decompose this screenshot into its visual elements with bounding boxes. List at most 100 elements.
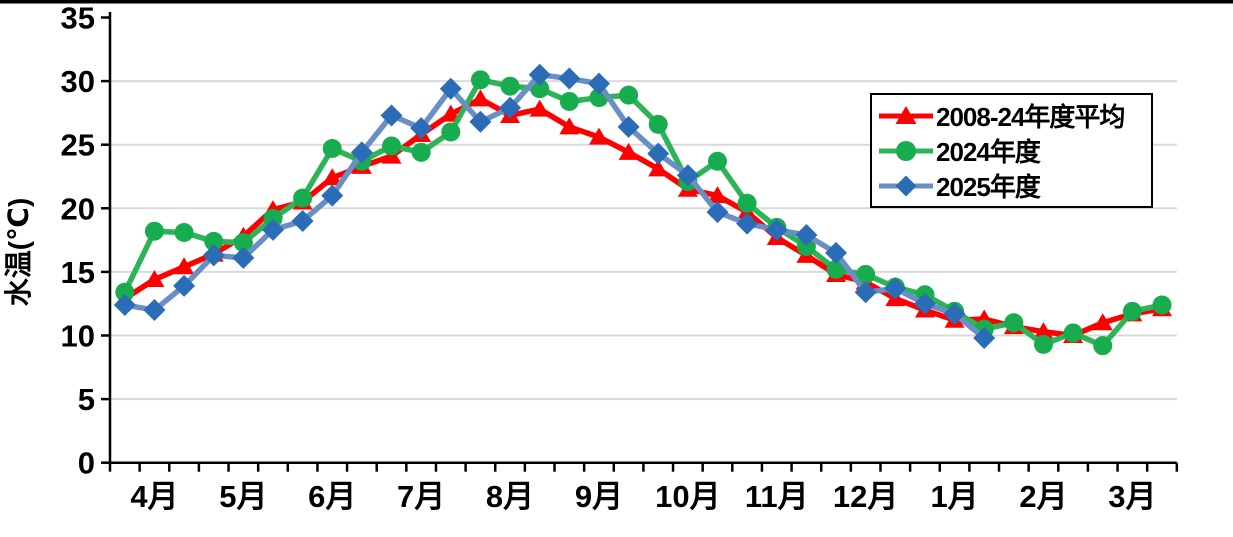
marker-triangle-avg bbox=[1092, 313, 1113, 331]
x-month-label: 3月 bbox=[1108, 479, 1156, 514]
legend-item-2025: 2025年度 bbox=[878, 169, 1147, 203]
y-tick-label-10: 10 bbox=[61, 319, 95, 354]
marker-diamond-2025 bbox=[706, 201, 729, 224]
marker-diamond-2025 bbox=[854, 281, 877, 304]
y-tick-label-15: 15 bbox=[61, 255, 95, 290]
legend-diamond-marker-icon bbox=[879, 175, 933, 196]
x-month-label: 9月 bbox=[575, 479, 623, 514]
marker-circle-2024 bbox=[826, 259, 846, 279]
marker-diamond-2025 bbox=[736, 212, 759, 235]
marker-diamond-2025 bbox=[587, 72, 610, 95]
marker-diamond-2025 bbox=[825, 241, 848, 264]
marker-diamond-2025 bbox=[113, 293, 136, 316]
marker-circle-2024 bbox=[648, 114, 668, 134]
marker-diamond-2025 bbox=[943, 302, 966, 325]
marker-circle-2024 bbox=[411, 142, 431, 162]
y-axis-title: 水温(℃) bbox=[3, 198, 34, 307]
marker-circle-2024 bbox=[796, 236, 816, 256]
marker-diamond-2025 bbox=[202, 244, 225, 267]
marker-circle-2024 bbox=[115, 282, 135, 302]
marker-diamond-2025 bbox=[173, 274, 196, 297]
x-month-label: 7月 bbox=[397, 479, 445, 514]
x-month-label: 8月 bbox=[486, 479, 534, 514]
x-month-label: 4月 bbox=[130, 479, 178, 514]
marker-diamond-2025 bbox=[410, 117, 433, 140]
marker-circle-2024 bbox=[263, 208, 283, 228]
marker-triangle-avg bbox=[618, 142, 639, 160]
marker-diamond-2025 bbox=[380, 104, 403, 127]
legend-item-average: 2008-24年度平均 bbox=[878, 99, 1147, 133]
marker-triangle-avg bbox=[559, 117, 580, 135]
marker-circle-2024 bbox=[470, 70, 490, 90]
chart-legend: 2008-24年度平均 2024年度 2025年度 bbox=[870, 93, 1153, 208]
marker-diamond-2025 bbox=[647, 142, 670, 165]
marker-triangle-avg bbox=[588, 127, 609, 145]
marker-triangle-avg bbox=[440, 104, 461, 122]
y-tick-label-20: 20 bbox=[61, 191, 95, 226]
marker-circle-2024 bbox=[619, 85, 639, 105]
marker-diamond-2025 bbox=[913, 292, 936, 315]
marker-circle-2024 bbox=[1152, 295, 1172, 315]
marker-diamond-2025 bbox=[558, 67, 581, 90]
marker-diamond-2025 bbox=[321, 184, 344, 207]
legend-label-average: 2008-24年度平均 bbox=[936, 102, 1125, 132]
marker-diamond-2025 bbox=[232, 246, 255, 269]
y-tick-label-35: 35 bbox=[61, 1, 95, 36]
marker-circle-2024 bbox=[144, 221, 164, 241]
marker-diamond-2025 bbox=[765, 218, 788, 241]
marker-circle-2024 bbox=[204, 231, 224, 251]
marker-diamond-2025 bbox=[499, 96, 522, 119]
marker-diamond-2025 bbox=[291, 210, 314, 233]
marker-diamond-2025 bbox=[795, 224, 818, 247]
x-month-label: 2月 bbox=[1019, 479, 1067, 514]
marker-circle-2024 bbox=[1063, 323, 1083, 343]
legend-triangle-marker-icon bbox=[879, 105, 933, 124]
marker-diamond-2025 bbox=[617, 115, 640, 138]
top-border-line bbox=[0, 0, 1233, 4]
marker-circle-2024 bbox=[293, 188, 313, 208]
marker-triangle-avg bbox=[174, 257, 195, 275]
legend-label-2024: 2024年度 bbox=[936, 137, 1041, 167]
marker-triangle-avg bbox=[322, 168, 343, 186]
marker-circle-2024 bbox=[500, 76, 520, 96]
marker-circle-2024 bbox=[737, 193, 757, 213]
marker-diamond-2025 bbox=[439, 77, 462, 100]
series-line-2025 bbox=[122, 71, 987, 341]
marker-diamond-2025 bbox=[676, 164, 699, 187]
marker-circle-2024 bbox=[1004, 313, 1024, 333]
marker-circle-2024 bbox=[559, 91, 579, 111]
legend-circle-marker-icon bbox=[879, 140, 933, 161]
marker-circle-2024 bbox=[1093, 336, 1113, 356]
marker-diamond-2025 bbox=[973, 327, 996, 350]
marker-circle-2024 bbox=[233, 233, 253, 253]
marker-diamond-2025 bbox=[261, 218, 284, 241]
x-month-label: 6月 bbox=[308, 479, 356, 514]
marker-diamond-2025 bbox=[350, 141, 373, 164]
x-month-label: 5月 bbox=[219, 479, 267, 514]
x-month-label: 12月 bbox=[833, 479, 898, 514]
marker-diamond-2025 bbox=[884, 277, 907, 300]
marker-triangle-avg bbox=[529, 99, 550, 117]
marker-circle-2024 bbox=[1033, 334, 1053, 354]
marker-triangle-avg bbox=[470, 89, 491, 107]
marker-triangle-avg bbox=[1033, 322, 1054, 340]
marker-circle-2024 bbox=[441, 122, 461, 142]
marker-triangle-avg bbox=[707, 186, 728, 204]
y-tick-label-5: 5 bbox=[78, 382, 95, 417]
marker-triangle-avg bbox=[648, 159, 669, 177]
y-tick-label-25: 25 bbox=[61, 128, 95, 163]
legend-item-2024: 2024年度 bbox=[878, 134, 1147, 168]
x-month-label: 10月 bbox=[655, 479, 720, 514]
marker-circle-2024 bbox=[322, 139, 342, 159]
marker-circle-2024 bbox=[1122, 301, 1142, 321]
x-month-label: 1月 bbox=[930, 479, 978, 514]
marker-diamond-2025 bbox=[143, 299, 166, 322]
marker-diamond-2025 bbox=[528, 63, 551, 86]
legend-label-2025: 2025年度 bbox=[936, 172, 1041, 202]
y-tick-label-30: 30 bbox=[61, 64, 95, 99]
marker-circle-2024 bbox=[707, 151, 727, 171]
marker-diamond-2025 bbox=[469, 110, 492, 133]
marker-circle-2024 bbox=[382, 136, 402, 156]
